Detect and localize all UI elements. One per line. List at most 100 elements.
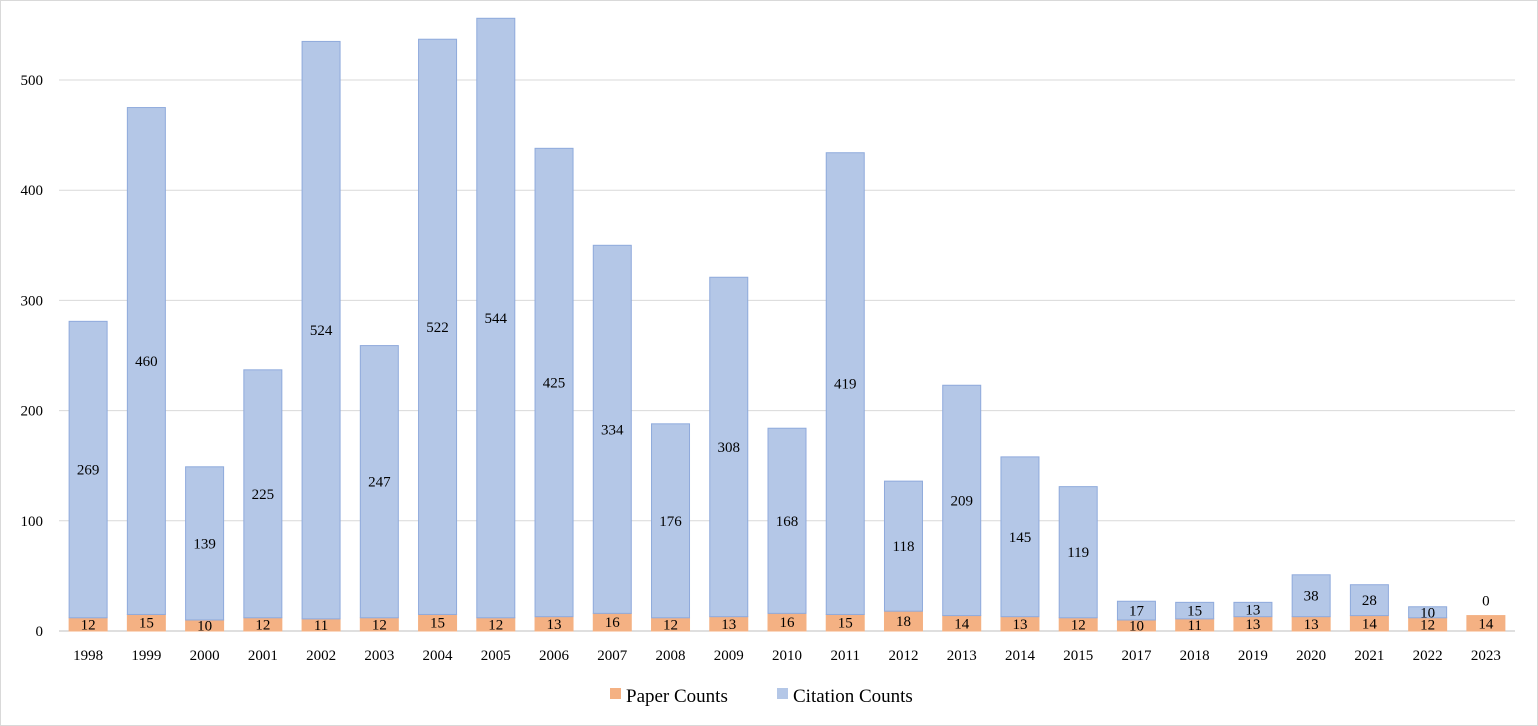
x-tick-label: 2001 [248,648,278,664]
y-tick-label: 400 [21,183,44,199]
bars [68,17,1506,632]
bar-citation-counts [185,466,225,621]
x-tick-label: 1998 [73,648,103,664]
bar-citation-counts [1233,601,1273,618]
x-tick-label: 2008 [656,648,686,664]
data-label-paper: 18 [896,614,911,630]
data-label-citation: 118 [893,539,915,555]
data-label-paper: 14 [954,616,970,632]
data-label-citation: 225 [252,487,275,503]
bar-citation-counts [1116,600,1156,621]
data-label-citation: 38 [1304,589,1319,605]
data-label-paper: 15 [838,616,853,632]
bar-citation-counts [942,384,982,617]
bar-citation-counts [1058,486,1098,619]
data-label-paper: 14 [1478,616,1494,632]
data-label-citation: 0 [1482,594,1490,610]
bar-citation-counts [825,152,865,615]
data-label-citation: 460 [135,354,158,370]
bar-citation-counts [709,276,749,618]
x-tick-label: 2009 [714,648,744,664]
bar-citation-counts [301,40,341,620]
bar-citation-counts [1408,606,1448,619]
data-label-paper: 13 [1304,617,1319,633]
bar-citation-counts [651,423,691,619]
data-label-paper: 12 [663,617,678,633]
x-tick-label: 2021 [1354,648,1384,664]
data-label-paper: 12 [372,617,387,633]
data-label-paper: 10 [1129,618,1144,634]
data-label-paper: 12 [488,617,503,633]
data-label-citation: 524 [310,323,333,339]
x-tick-label: 2007 [597,648,628,664]
y-tick-label: 500 [21,73,44,89]
data-label-paper: 13 [721,617,736,633]
x-tick-label: 2006 [539,648,570,664]
x-tick-label: 2018 [1180,648,1210,664]
x-tick-label: 2015 [1063,648,1093,664]
data-label-citation: 10 [1420,605,1435,621]
x-tick-label: 2014 [1005,648,1036,664]
data-label-paper: 13 [1012,617,1027,633]
data-label-paper: 10 [197,618,212,634]
x-tick-label: 2005 [481,648,511,664]
bar-citation-counts [592,244,632,614]
y-tick-label: 100 [21,514,44,530]
bar-citation-counts [359,345,399,619]
data-label-paper: 15 [430,616,445,632]
legend-swatch-paper [610,688,621,699]
data-label-citation: 522 [426,320,449,336]
data-label-citation: 425 [543,375,566,391]
data-label-paper: 13 [1245,617,1260,633]
bar-citation-counts [126,107,166,615]
legend-label-citation: Citation Counts [793,686,913,707]
y-tick-label: 300 [21,293,44,309]
data-label-citation: 209 [950,493,973,509]
x-tick-label: 2023 [1471,648,1501,664]
legend: Paper Counts Citation Counts [610,686,913,707]
data-label-paper: 16 [780,615,796,631]
y-tick-label: 0 [36,624,44,640]
bar-citation-counts [534,147,574,618]
data-label-citation: 269 [77,463,100,479]
data-label-citation: 419 [834,377,857,393]
data-label-citation: 308 [718,440,741,456]
data-label-citation: 15 [1187,604,1202,620]
data-label-paper: 12 [81,617,96,633]
bar-citation-counts [418,38,458,615]
data-label-citation: 28 [1362,593,1377,609]
data-labels: 12 269 15 460 10 139 12 225 11 524 12 247 15 522 12 544… [77,311,1494,634]
bar-citation-counts [243,369,283,619]
data-label-paper: 12 [255,617,270,633]
data-label-paper: 12 [1420,617,1435,633]
data-label-citation: 544 [485,311,508,327]
data-label-paper: 15 [139,616,154,632]
bar-citation-counts [1291,574,1331,618]
legend-label-paper: Paper Counts [626,686,728,707]
bar-paper-counts [1466,615,1506,632]
x-tick-label: 2022 [1413,648,1443,664]
data-label-paper: 11 [314,618,328,634]
data-label-citation: 334 [601,422,624,438]
data-label-paper: 11 [1187,618,1201,634]
x-tick-label: 2017 [1121,648,1152,664]
data-label-citation: 13 [1245,603,1260,619]
data-label-citation: 145 [1009,530,1032,546]
data-label-citation: 176 [659,514,682,530]
bar-citation-counts [1349,584,1389,617]
data-label-paper: 16 [605,615,621,631]
x-tick-label: 2000 [190,648,220,664]
x-tick-label: 2004 [423,648,454,664]
x-tick-label: 2019 [1238,648,1268,664]
bar-citation-counts [1175,601,1215,620]
bar-citation-counts [883,480,923,612]
x-tick-label: 2010 [772,648,802,664]
x-tick-label: 2011 [831,648,860,664]
bar-citation-counts [476,17,516,619]
bar-citation-counts [767,427,807,614]
y-axis: 0 100 200 300 400 500 [21,73,44,640]
data-label-citation: 247 [368,475,391,491]
y-tick-label: 200 [21,404,44,420]
